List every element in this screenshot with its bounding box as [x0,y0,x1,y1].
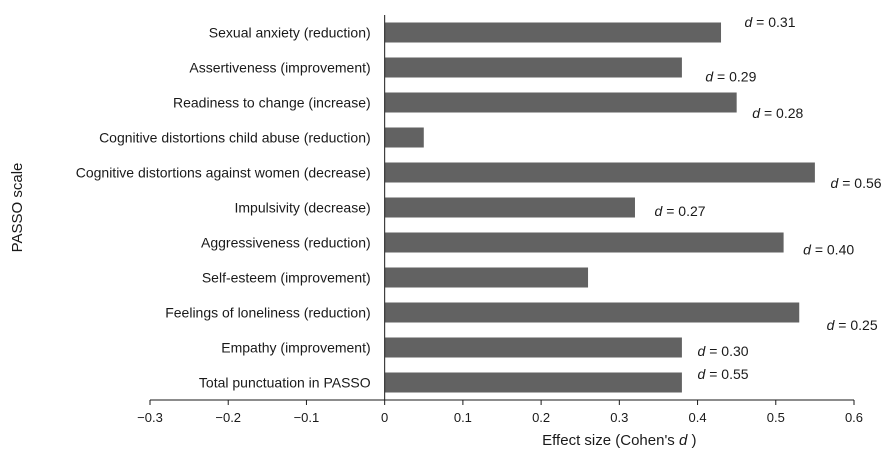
annotation-sexual-anxiety-reduction: d = 0.31 [744,14,795,30]
x-axis-title: Effect size (Cohen's d ) [542,432,696,449]
category-label-total-punctuation-in-passo: Total punctuation in PASSO [199,375,371,391]
annotations-group: d = 0.31 d = 0.29 d = 0.28 d = 0.56 d = 0.27… [655,14,882,382]
bar-cognitive-distortions-against-women-decrease [384,162,815,183]
x-tick-label: 0.6 [845,410,863,425]
x-ticks-group: −0.3 −0.2 −0.1 0 0.1 0.2 0.3 0.4 0.5 0.6 [137,400,863,425]
bar-feelings-of-loneliness-reduction [384,302,800,323]
annotation-readiness-to-change-increase: d = 0.28 [752,105,803,121]
category-label-cognitive-distortions-child-abuse-reduction: Cognitive distortions child abuse (reduc… [99,130,371,146]
annotation-cognitive-distortions-against-women-decrease: d = 0.56 [831,175,882,191]
y-axis-title: PASSO scale [9,163,26,253]
bar-impulsivity-decrease [384,197,635,218]
bar-aggressiveness-reduction [384,232,784,253]
bar-total-punctuation-in-passo [384,372,682,393]
x-tick-label: 0 [381,410,388,425]
x-tick-label: 0.4 [689,410,707,425]
annotation-feelings-of-loneliness-reduction: d = 0.25 [827,317,878,333]
bars-group [384,22,815,393]
annotation-impulsivity-decrease: d = 0.27 [655,203,706,219]
x-tick-label: −0.3 [137,410,163,425]
x-tick-label: 0.2 [532,410,550,425]
bar-readiness-to-change-increase [384,92,737,113]
bar-cognitive-distortions-child-abuse-reduction [384,127,424,148]
category-label-sexual-anxiety-reduction: Sexual anxiety (reduction) [209,25,371,41]
bar-empathy-improvement [384,337,682,358]
category-label-empathy-improvement: Empathy (improvement) [221,340,370,356]
category-label-readiness-to-change-increase: Readiness to change (increase) [173,95,371,111]
category-label-assertiveness-improvement: Assertiveness (improvement) [189,60,370,76]
x-tick-label: 0.5 [767,410,785,425]
annotation-empathy-improvement: d = 0.30 [698,343,749,359]
category-label-impulsivity-decrease: Impulsivity (decrease) [235,200,371,216]
category-label-feelings-of-loneliness-reduction: Feelings of loneliness (reduction) [165,305,370,321]
x-axis: −0.3 −0.2 −0.1 0 0.1 0.2 0.3 0.4 0.5 0.6 [137,399,863,425]
annotation-assertiveness-improvement: d = 0.29 [705,68,756,84]
category-label-cognitive-distortions-against-women-decrease: Cognitive distortions against women (dec… [76,165,371,181]
bar-sexual-anxiety-reduction [384,22,722,43]
bar-self-esteem-improvement [384,267,589,288]
category-label-self-esteem-improvement: Self-esteem (improvement) [202,270,371,286]
bar-assertiveness-improvement [384,57,682,78]
x-tick-label: 0.3 [610,410,628,425]
x-tick-label: 0.1 [454,410,472,425]
category-labels-group: Sexual anxiety (reduction) Assertiveness … [76,25,371,391]
x-tick-label: −0.2 [215,410,241,425]
category-label-aggressiveness-reduction: Aggressiveness (reduction) [201,235,371,251]
annotation-total-punctuation-in-passo: d = 0.55 [698,366,749,382]
annotation-aggressiveness-reduction: d = 0.40 [803,242,854,258]
x-tick-label: −0.1 [294,410,320,425]
